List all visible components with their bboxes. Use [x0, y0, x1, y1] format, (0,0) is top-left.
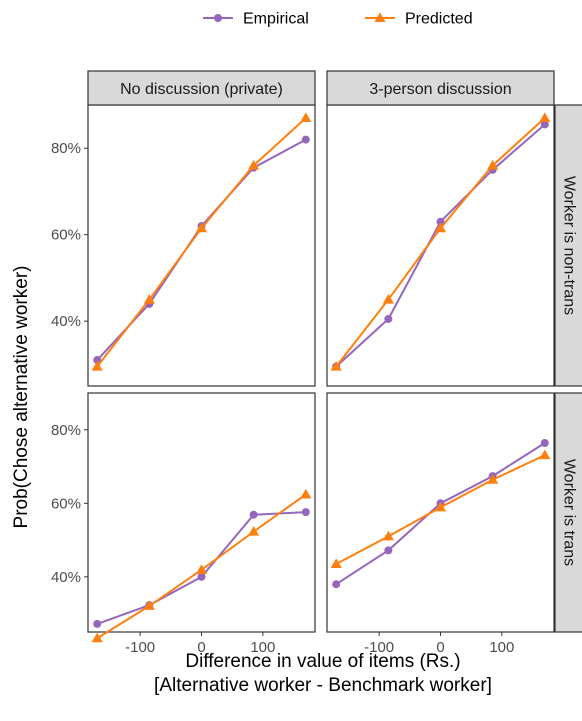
data-point-predicted [434, 222, 447, 233]
data-point-predicted [143, 293, 155, 304]
data-point-predicted [195, 564, 208, 574]
data-point-predicted [487, 159, 499, 170]
y-tick-label: 60% [51, 227, 81, 244]
strip-label: 3-person discussion [369, 81, 511, 98]
data-point-predicted [539, 112, 551, 123]
strip-background [554, 392, 582, 633]
data-point-predicted [143, 600, 155, 610]
data-point-empirical [301, 508, 310, 517]
data-point-predicted [248, 526, 260, 536]
data-point-empirical [332, 580, 341, 589]
strip-background [326, 70, 555, 106]
data-point-predicted [382, 293, 394, 304]
legend-key-marker-predicted [374, 12, 386, 23]
panel-border [87, 104, 316, 387]
panel-r1-c1: 40% 60% 80% [51, 104, 316, 387]
legend: Empirical Predicted [203, 11, 473, 28]
y-tick-label: 60% [51, 495, 81, 512]
x-tick-label: -100 [364, 639, 394, 656]
panel-r2-c1: 40% 60% 80% -100 0 100 [51, 392, 316, 656]
facet-strip-row-2: Worker is trans [554, 392, 582, 633]
data-point-empirical [301, 135, 310, 144]
data-point-predicted [487, 474, 499, 484]
legend-label-predicted: Predicted [405, 11, 473, 28]
facet-strip-col-1: No discussion (private) [87, 70, 316, 106]
data-point-empirical [540, 439, 549, 448]
data-point-predicted [300, 112, 312, 123]
panel-r1-c2 [326, 104, 555, 387]
data-point-predicted [434, 501, 447, 512]
data-point-predicted [248, 159, 260, 170]
strip-label: No discussion (private) [120, 81, 283, 98]
strip-label: Worker is trans [561, 459, 578, 566]
data-point-empirical [93, 356, 102, 365]
data-point-empirical [197, 572, 206, 581]
x-tick-label: 0 [197, 639, 205, 656]
x-axis-title-line-2: [Alternative worker - Benchmark worker] [154, 675, 492, 696]
strip-label: Worker is non-trans [561, 176, 578, 315]
y-tick-label: 80% [51, 422, 81, 439]
panel-border [326, 392, 555, 633]
data-point-empirical [384, 546, 393, 555]
data-point-predicted [382, 530, 394, 541]
data-point-empirical [436, 217, 445, 226]
data-point-empirical [249, 510, 258, 519]
data-point-predicted [539, 449, 551, 460]
data-point-predicted [91, 632, 103, 643]
facet-panels: 40% 60% 80% 40% 60% 80% -100 0 100 -100 0 100 No dis… [51, 70, 582, 656]
panel-r2-c2: -100 0 100 [326, 392, 555, 656]
x-tick-label: -100 [125, 639, 155, 656]
x-axis-title-line-1: Difference in value of items (Rs.) [185, 651, 460, 672]
x-tick-label: 100 [250, 639, 275, 656]
y-tick-label: 40% [51, 569, 81, 586]
y-axis-title: Prob(Chose alternative worker) [11, 266, 32, 529]
facet-strip-row-1: Worker is non-trans [554, 104, 582, 387]
data-point-predicted [330, 360, 342, 371]
data-point-predicted [300, 488, 312, 499]
facet-strip-col-2: 3-person discussion [326, 70, 555, 106]
data-point-empirical [540, 120, 549, 129]
strip-background [87, 70, 316, 106]
data-point-empirical [93, 619, 102, 628]
panel-border [87, 392, 316, 633]
data-point-predicted [91, 360, 103, 371]
legend-label-empirical: Empirical [243, 11, 309, 28]
x-tick-label: 0 [436, 639, 444, 656]
x-tick-label: 100 [489, 639, 514, 656]
y-tick-label: 80% [51, 140, 81, 157]
y-tick-label: 40% [51, 313, 81, 330]
strip-background [554, 104, 582, 387]
data-point-predicted [195, 222, 208, 233]
data-point-empirical [384, 314, 393, 323]
legend-key-marker-empirical [214, 14, 222, 22]
data-point-predicted [330, 558, 342, 569]
